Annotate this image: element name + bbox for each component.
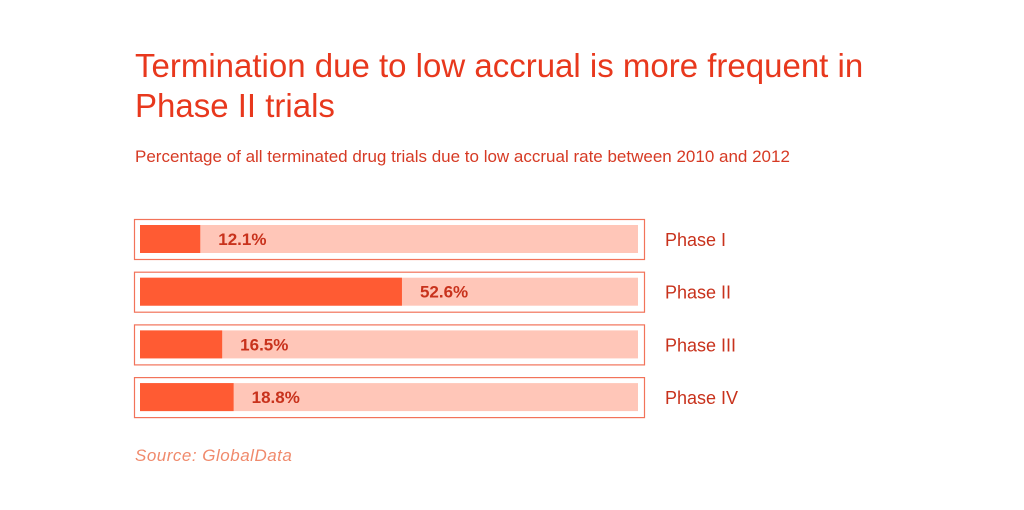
category-label: Phase I [665, 230, 726, 250]
bar-row: 12.1% Phase I [133, 218, 726, 261]
bar [140, 330, 223, 359]
bar-frame [133, 218, 646, 261]
data-label: 12.1% [218, 230, 266, 249]
bar-track [140, 330, 638, 359]
bar-track [140, 225, 638, 253]
bar-row: 18.8% Phase IV [133, 377, 738, 419]
bar [140, 225, 201, 253]
data-label: 52.6% [420, 283, 468, 302]
bar-frame [133, 324, 646, 366]
source-note: Source: GlobalData [135, 446, 293, 465]
bar-row: 52.6% Phase II [133, 271, 731, 313]
data-label: 16.5% [240, 335, 288, 354]
data-label: 18.8% [252, 388, 300, 407]
bar [140, 383, 234, 412]
bar [140, 277, 402, 306]
category-label: Phase IV [665, 388, 738, 408]
category-label: Phase III [665, 335, 736, 355]
category-label: Phase II [665, 283, 731, 303]
chart-subtitle: Percentage of all terminated drug trials… [135, 147, 790, 166]
bar-frame [133, 271, 646, 313]
bar-row: 16.5% Phase III [133, 324, 736, 366]
bar-frame [133, 377, 646, 419]
chart-title: Termination due to low accrual is more f… [135, 47, 864, 124]
